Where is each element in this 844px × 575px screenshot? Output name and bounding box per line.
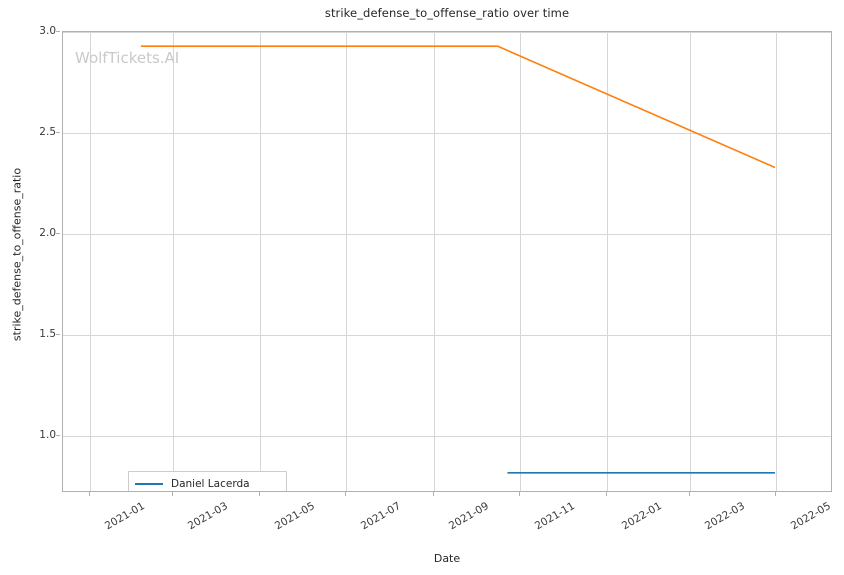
x-tick-mark xyxy=(519,492,520,496)
x-tick-label: 2022-03 xyxy=(702,500,747,533)
y-tick-mark xyxy=(56,334,60,335)
gridline-vertical xyxy=(690,32,691,491)
x-tick-label: 2021-09 xyxy=(446,500,491,533)
x-tick-mark xyxy=(689,492,690,496)
x-tick-mark xyxy=(172,492,173,496)
x-axis-ticks: 2021-01 2021-03 2021-05 2021-07 2021-09 2021-… xyxy=(0,492,844,552)
series-lines xyxy=(140,45,776,474)
y-tick-label: 1.5 xyxy=(39,328,56,340)
gridline-vertical xyxy=(434,32,435,491)
gridline-vertical xyxy=(260,32,261,491)
x-tick-label: 2022-01 xyxy=(619,500,664,533)
y-tick-label: 1.0 xyxy=(39,429,56,441)
x-tick-mark xyxy=(433,492,434,496)
legend-label: Daniel Lacerda xyxy=(171,478,250,490)
x-tick-mark xyxy=(775,492,776,496)
gridline-vertical xyxy=(90,32,91,491)
gridline-vertical xyxy=(520,32,521,491)
gridline-horizontal xyxy=(63,234,831,235)
x-tick-label: 2021-07 xyxy=(358,500,403,533)
gridline-vertical xyxy=(173,32,174,491)
y-tick-mark xyxy=(56,435,60,436)
chart-legend[interactable]: Daniel LacerdaFrancisco Figueiredo xyxy=(128,471,287,491)
y-tick-mark xyxy=(56,31,60,32)
legend-swatch-icon xyxy=(135,483,163,485)
y-axis-ticks: 1.0 1.5 2.0 2.5 3.0 xyxy=(0,25,60,492)
gridline-horizontal xyxy=(63,335,831,336)
x-tick-label: 2021-05 xyxy=(272,500,317,533)
y-tick-label: 3.0 xyxy=(39,25,56,37)
x-tick-mark xyxy=(345,492,346,496)
x-tick-mark xyxy=(259,492,260,496)
plot-area: WolfTickets.AI Daniel LacerdaFrancisco F… xyxy=(62,31,832,492)
gridline-vertical xyxy=(776,32,777,491)
y-tick-label: 2.0 xyxy=(39,227,56,239)
x-tick-mark xyxy=(89,492,90,496)
gridline-vertical xyxy=(346,32,347,491)
chart-title: strike_defense_to_offense_ratio over tim… xyxy=(324,6,570,20)
gridline-horizontal xyxy=(63,133,831,134)
x-tick-label: 2022-05 xyxy=(788,500,833,533)
gridline-horizontal xyxy=(63,32,831,33)
x-tick-mark xyxy=(606,492,607,496)
y-tick-mark xyxy=(56,132,60,133)
gridline-horizontal xyxy=(63,436,831,437)
y-axis-label: strike_defense_to_offense_ratio xyxy=(10,167,24,342)
y-tick-mark xyxy=(56,233,60,234)
x-tick-label: 2021-01 xyxy=(102,500,147,533)
watermark-text: WolfTickets.AI xyxy=(75,49,180,67)
legend-item-1[interactable]: Daniel Lacerda xyxy=(135,476,278,491)
gridline-vertical xyxy=(607,32,608,491)
y-tick-label: 2.5 xyxy=(39,126,56,138)
x-axis-label: Date xyxy=(433,552,461,565)
series-line-2 xyxy=(140,45,776,169)
x-tick-label: 2021-11 xyxy=(532,500,577,533)
x-tick-label: 2021-03 xyxy=(185,500,230,533)
